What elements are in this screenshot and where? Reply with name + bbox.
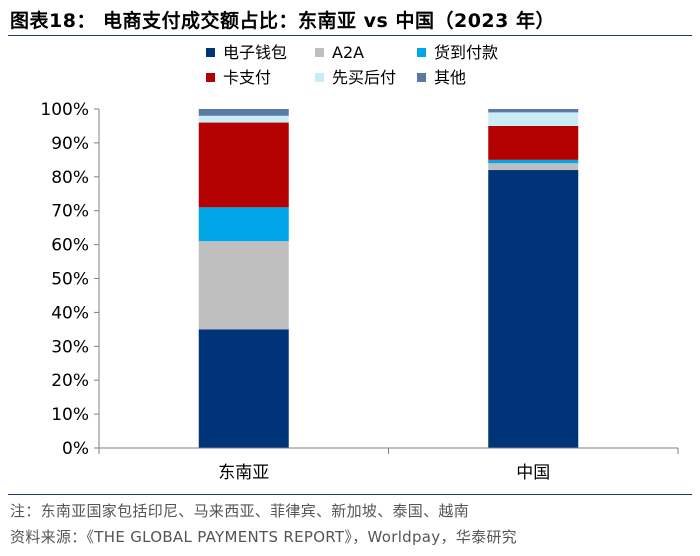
bar-segment (488, 125, 579, 160)
y-tick-label: 10% (51, 405, 89, 425)
legend-swatch (417, 73, 426, 82)
x-tick-label: 中国 (516, 463, 550, 483)
legend-swatch (206, 48, 215, 57)
bar-segment (488, 170, 579, 448)
bar-segment (198, 122, 289, 208)
y-tick-label: 100% (40, 100, 89, 120)
bar-segment (198, 109, 289, 116)
chart-title: 图表18： 电商支付成交额占比：东南亚 vs 中国（2023 年） (10, 10, 555, 32)
footer-divider (8, 494, 692, 495)
legend-swatch (417, 48, 426, 57)
title-divider (8, 35, 692, 36)
legend-swatch (315, 73, 324, 82)
legend-swatch (206, 73, 215, 82)
y-tick-label: 80% (51, 168, 89, 188)
bar-segment (198, 241, 289, 330)
legend-label: 先买后付 (332, 68, 396, 87)
y-tick-label: 60% (51, 236, 89, 256)
y-tick-label: 70% (51, 202, 89, 222)
y-tick-label: 30% (51, 337, 89, 357)
bar-segment (198, 115, 289, 123)
y-tick-label: 20% (51, 371, 89, 391)
legend-label: 卡支付 (223, 68, 271, 87)
legend-label: 电子钱包 (223, 43, 287, 62)
footnote: 注：东南亚国家包括印尼、马来西亚、菲律宾、新加坡、泰国、越南 (10, 502, 470, 520)
legend-label: 其他 (434, 68, 466, 87)
legend-label: 货到付款 (434, 43, 498, 62)
y-tick-label: 40% (51, 303, 89, 323)
bar-segment (198, 207, 289, 242)
bar-segment (488, 159, 579, 164)
y-tick-label: 90% (51, 134, 89, 154)
bar-segment (488, 163, 579, 171)
legend-swatch (315, 48, 324, 57)
bar-segment (488, 112, 579, 126)
bar-segment (488, 109, 579, 113)
bar-segment (198, 329, 289, 448)
legend-label: A2A (332, 43, 364, 62)
source-note: 资料来源：《THE GLOBAL PAYMENTS REPORT》，Worldp… (10, 528, 517, 546)
y-tick-label: 50% (51, 270, 89, 290)
x-tick-label: 东南亚 (218, 463, 269, 483)
y-tick-label: 0% (62, 439, 89, 459)
